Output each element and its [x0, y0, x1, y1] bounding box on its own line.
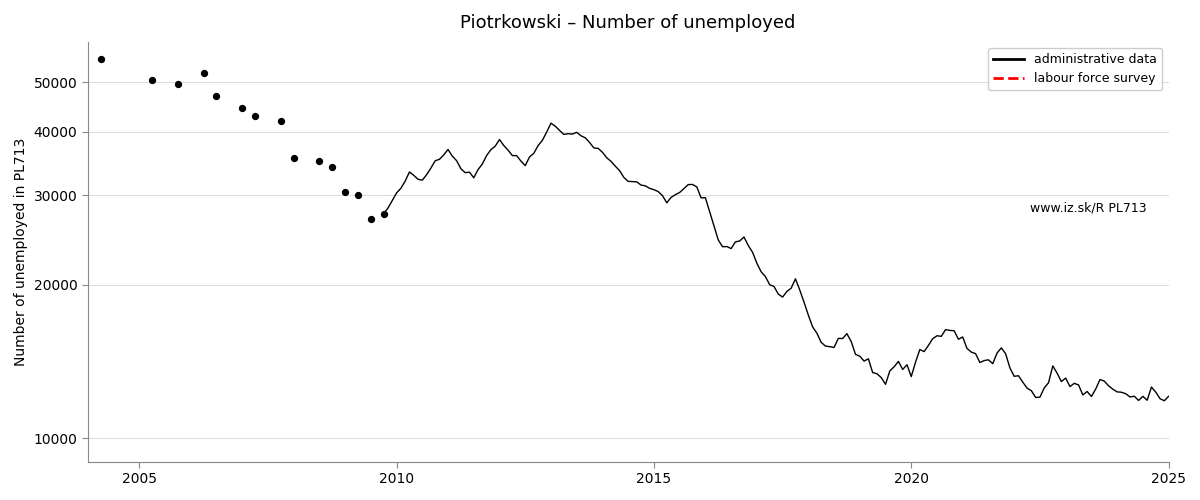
Point — [374, 210, 394, 218]
Point — [323, 164, 342, 172]
Point — [168, 80, 187, 88]
Legend: administrative data, labour force survey: administrative data, labour force survey — [989, 48, 1163, 90]
Point — [206, 92, 226, 100]
Point — [246, 112, 265, 120]
Title: Piotrkowski – Number of unemployed: Piotrkowski – Number of unemployed — [461, 14, 796, 32]
Text: www.iz.sk/R PL713: www.iz.sk/R PL713 — [1031, 202, 1147, 214]
Point — [143, 76, 162, 84]
Point — [310, 157, 329, 165]
Point — [233, 104, 252, 112]
Point — [194, 70, 214, 78]
Point — [284, 154, 304, 162]
Point — [336, 188, 355, 196]
Y-axis label: Number of unemployed in PL713: Number of unemployed in PL713 — [14, 138, 28, 366]
Point — [271, 116, 290, 124]
Point — [361, 214, 380, 222]
Point — [348, 191, 367, 199]
Point — [91, 55, 110, 63]
